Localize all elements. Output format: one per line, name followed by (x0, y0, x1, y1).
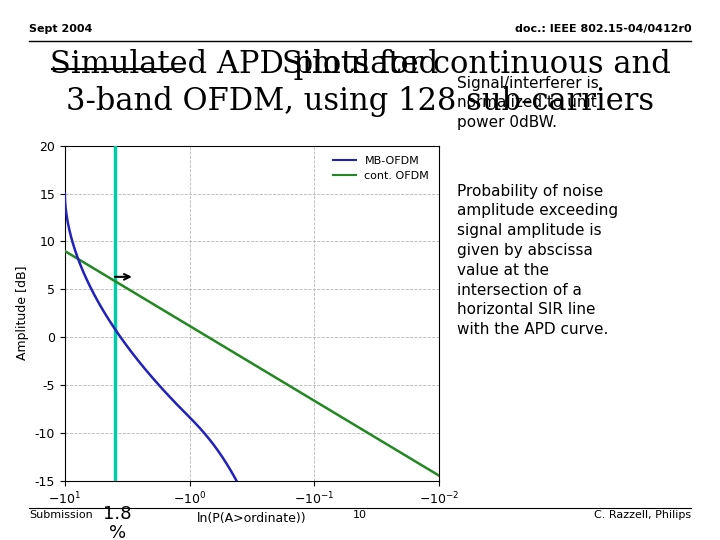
Text: doc.: IEEE 802.15-04/0412r0: doc.: IEEE 802.15-04/0412r0 (515, 24, 691, 35)
Text: Sept 2004: Sept 2004 (29, 24, 92, 35)
Text: Signal/interferer is
normalized to unit
power 0dBW.: Signal/interferer is normalized to unit … (457, 76, 599, 130)
Text: Probability of noise
amplitude exceeding
signal amplitude is
given by abscissa
v: Probability of noise amplitude exceeding… (457, 184, 618, 337)
Text: Simulated: Simulated (282, 49, 438, 79)
Text: 1.8: 1.8 (103, 504, 132, 523)
X-axis label: ln(P(A>ordinate)): ln(P(A>ordinate)) (197, 512, 307, 525)
Text: Simulated APD plots for continuous and: Simulated APD plots for continuous and (50, 49, 670, 79)
Text: C. Razzell, Philips: C. Razzell, Philips (594, 510, 691, 521)
Legend: MB-OFDM, cont. OFDM: MB-OFDM, cont. OFDM (329, 151, 433, 186)
Text: %: % (109, 524, 126, 540)
Text: 3-band OFDM, using 128 sub-carriers: 3-band OFDM, using 128 sub-carriers (66, 86, 654, 117)
Text: 10: 10 (353, 510, 367, 521)
Y-axis label: Amplitude [dB]: Amplitude [dB] (16, 266, 29, 361)
Text: Submission: Submission (29, 510, 93, 521)
